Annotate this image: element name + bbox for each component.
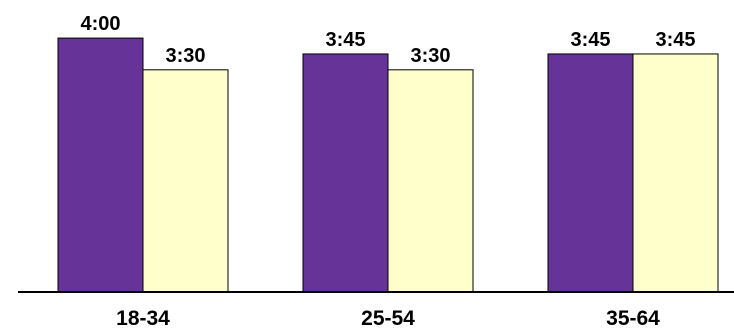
category-label-35-64: 35-64 xyxy=(606,307,660,330)
bars-layer xyxy=(57,37,719,293)
data-label-35-64-series-2: 3:45 xyxy=(655,29,695,51)
data-labels-layer: 4:00 3:30 3:45 3:30 3:45 3:45 xyxy=(80,13,695,67)
bar-25-54-series-1 xyxy=(302,53,389,293)
category-labels-layer: 18-34 25-54 35-64 xyxy=(116,307,660,330)
category-label-18-34: 18-34 xyxy=(116,307,170,330)
data-label-18-34-series-1: 4:00 xyxy=(80,13,120,35)
data-label-25-54-series-2: 3:30 xyxy=(410,45,450,67)
bar-25-54-series-2 xyxy=(387,69,474,293)
bar-35-64-series-2 xyxy=(632,53,719,293)
data-label-35-64-series-1: 3:45 xyxy=(570,29,610,51)
category-label-25-54: 25-54 xyxy=(361,307,415,330)
bar-18-34-series-2 xyxy=(142,69,229,293)
data-label-18-34-series-2: 3:30 xyxy=(165,45,205,67)
bar-35-64-series-1 xyxy=(547,53,634,293)
data-label-25-54-series-1: 3:45 xyxy=(325,29,365,51)
bar-18-34-series-1 xyxy=(57,37,144,293)
